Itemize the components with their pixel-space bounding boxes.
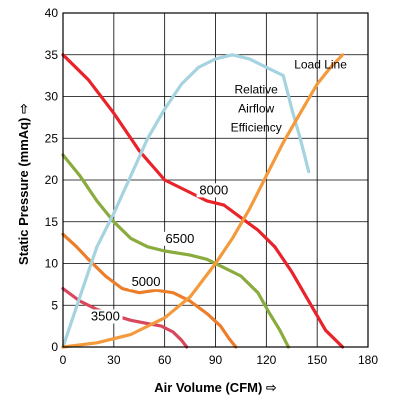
curve-label: 5000 <box>132 274 161 289</box>
x-tick-label: 150 <box>307 353 327 367</box>
labels-group: 8000 6500 5000 3500 Relative Airflow Efficienc… <box>88 57 347 324</box>
series-line-3500 <box>61 287 189 349</box>
curve-label: Relative <box>234 82 278 96</box>
y-tick-label: 40 <box>45 6 59 20</box>
x-tick-label: 180 <box>358 353 378 367</box>
x-axis-title: Air Volume (CFM) ⇨ <box>154 380 277 395</box>
x-tick-label: 30 <box>107 353 121 367</box>
curve-label: 6500 <box>165 231 194 246</box>
y-tick-label: 10 <box>45 257 59 271</box>
curve-label: 8000 <box>199 182 228 197</box>
curve-label: 3500 <box>91 308 120 323</box>
y-tick-label: 20 <box>45 173 59 187</box>
curve-label: Load Line <box>294 57 347 71</box>
tick-labels-group: 0 30 60 90 120 150 180 0 5 10 15 20 25 30 35 40 <box>45 6 379 367</box>
grid <box>63 13 368 347</box>
curve-label: Airflow <box>238 102 274 116</box>
y-tick-label: 5 <box>51 298 58 312</box>
series-line-5000 <box>61 232 238 349</box>
y-tick-label: 30 <box>45 90 59 104</box>
y-tick-label: 15 <box>45 215 59 229</box>
curve-label-background <box>128 275 164 290</box>
curve-label-background <box>162 231 198 246</box>
y-tick-label: 35 <box>45 48 59 62</box>
series-line-load-line <box>61 53 345 349</box>
curve-label: Efficiency <box>231 121 282 135</box>
x-tick-label: 60 <box>158 353 172 367</box>
x-tick-label: 0 <box>60 353 67 367</box>
plot-frame <box>62 12 369 348</box>
curve-label-background <box>196 183 232 198</box>
x-tick-label: 120 <box>256 353 276 367</box>
series-line-8000 <box>61 53 345 349</box>
y-tick-label: 0 <box>51 340 58 354</box>
curve-label-background <box>88 309 123 324</box>
y-axis-title: Static Pressure (mmAq) ⇨ <box>16 103 31 265</box>
axes-group <box>62 12 369 348</box>
series-group <box>61 53 345 349</box>
y-tick-label: 25 <box>45 131 59 145</box>
series-line-relative-airflow-efficiency <box>61 53 311 349</box>
series-line-6500 <box>61 153 290 349</box>
x-tick-label: 90 <box>209 353 223 367</box>
